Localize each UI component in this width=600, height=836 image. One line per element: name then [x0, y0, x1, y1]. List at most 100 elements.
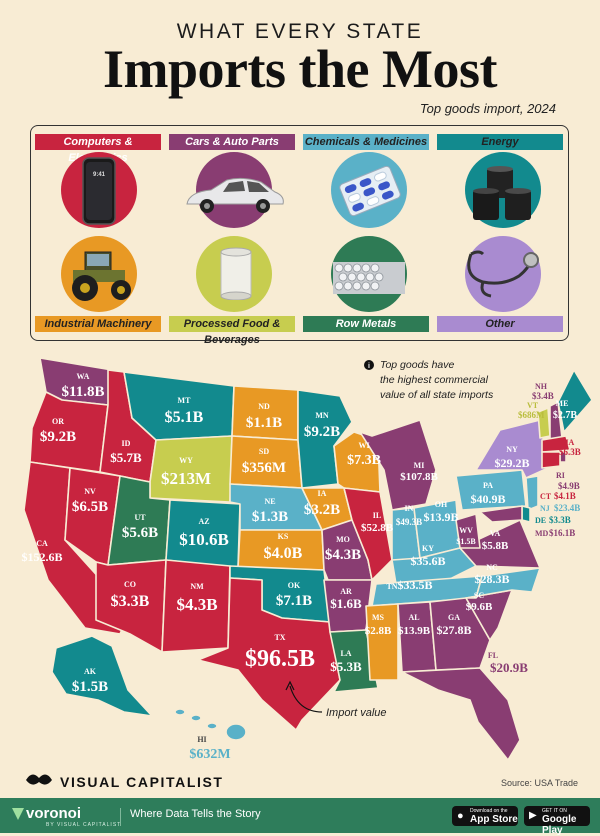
label-value-NY: $29.2B — [494, 456, 529, 470]
visual-capitalist-logo — [26, 774, 52, 785]
label-value-MN: $9.2B — [304, 424, 340, 440]
page-title: Imports the Most — [103, 39, 497, 99]
state-VA — [459, 519, 541, 569]
voronoi-logo-icon — [12, 808, 24, 820]
state-GA — [429, 597, 491, 671]
metal-pipes-icon — [333, 262, 405, 294]
label-value-VA: $5.8B — [482, 540, 509, 552]
state-MS — [365, 603, 399, 681]
label-value-NH: $3.4B — [532, 391, 554, 401]
apple-icon: ● — [457, 810, 464, 822]
label-value-PA: $40.9B — [470, 492, 505, 506]
label-code-SC: SC — [474, 591, 484, 600]
label-code-NV: NV — [84, 487, 96, 496]
label-value-KY: $35.6B — [410, 554, 445, 568]
label-value-AL: $13.9B — [398, 625, 431, 637]
brand-name: VISUAL CAPITALIST — [60, 774, 224, 790]
label-value-NJ: $23.4B — [554, 503, 580, 513]
label-code-CT: CT — [540, 492, 552, 501]
label-value-ND: $1.1B — [246, 415, 282, 431]
label-code-WY: WY — [179, 456, 193, 465]
tractor-icon — [72, 251, 131, 301]
label-code-NE: NE — [264, 497, 275, 506]
label-code-WV: WV — [459, 526, 473, 535]
state-TX — [197, 577, 341, 731]
label-code-ID: ID — [122, 439, 131, 448]
label-code-MA: MA — [561, 438, 575, 447]
label-code-MN: MN — [315, 411, 329, 420]
label-value-VT: $686M — [518, 410, 545, 420]
source-note: Source: USA Trade — [500, 778, 578, 788]
label-code-MS: MS — [372, 613, 385, 622]
state-MD — [479, 505, 523, 523]
state-FL — [401, 667, 521, 761]
label-code-IA: IA — [318, 489, 327, 498]
label-code-DE: DE — [535, 516, 546, 525]
label-value-WI: $7.3B — [347, 453, 381, 468]
label-code-HI: HI — [197, 735, 206, 744]
label-code-LA: LA — [340, 649, 351, 658]
legend-swatch-other — [465, 236, 541, 312]
state-AK — [51, 635, 153, 717]
app-store-button[interactable]: ● Download on the App Store — [452, 806, 518, 826]
label-value-NV: $6.5B — [72, 499, 108, 515]
label-code-MO: MO — [336, 535, 350, 544]
label-value-IN: $49.3B — [396, 517, 422, 527]
label-code-KY: KY — [422, 544, 434, 553]
state-NJ — [525, 475, 539, 511]
label-code-RI: RI — [556, 471, 565, 480]
subtitle: Top goods import, 2024 — [419, 101, 556, 116]
label-value-SD: $356M — [242, 460, 286, 476]
label-code-IL: IL — [373, 511, 381, 520]
label-code-OR: OR — [52, 417, 64, 426]
label-code-NY: NY — [506, 445, 518, 454]
label-value-SC: $9.6B — [466, 601, 493, 613]
oil-barrels-icon — [473, 166, 531, 220]
footer-divider — [120, 808, 121, 826]
import-value-annotation: Import value — [285, 680, 387, 719]
state-ME — [557, 369, 593, 433]
label-code-KS: KS — [278, 532, 289, 541]
label-value-UT: $5.6B — [122, 525, 158, 541]
label-code-AZ: CO — [124, 580, 136, 589]
legend-label-metals: Row Metals — [303, 316, 429, 332]
tagline: Where Data Tells the Story — [130, 808, 261, 820]
svg-text:i: i — [368, 363, 370, 370]
state-WV — [455, 513, 481, 549]
label-value-MI: $107.8B — [400, 471, 438, 483]
play-icon: ▶ — [529, 810, 537, 821]
label-value-MD: $16.1B — [549, 528, 575, 538]
label-value-RI: $4.9B — [558, 481, 580, 491]
label-code-ND: ND — [258, 402, 270, 411]
car-icon — [186, 177, 284, 213]
app-store-small: Download on the — [470, 808, 508, 814]
smartphone-icon: 9:41 — [82, 157, 116, 225]
legend-label-machinery: Industrial Machinery — [35, 316, 161, 332]
import-value-label: Import value — [326, 707, 387, 719]
state-IL — [343, 487, 393, 581]
state-LA — [329, 629, 379, 693]
label-code-OH: OH — [435, 500, 448, 509]
label-value-OR: $9.2B — [40, 429, 76, 445]
label-code-MT: MT — [178, 396, 192, 405]
label-value-WA: $11.8B — [62, 384, 105, 400]
label-value-CT: $4.1B — [554, 491, 576, 501]
state-CT — [541, 451, 561, 469]
label-code-VA: VA — [490, 529, 501, 538]
label-code-PA: PA — [483, 481, 493, 490]
label-value-MO: $4.3B — [325, 547, 361, 563]
label-code-ME: ME — [556, 399, 569, 408]
label-code-CO: AZ — [198, 517, 209, 526]
state-MA — [541, 435, 571, 453]
state-MI — [359, 419, 437, 511]
label-code-MI: MI — [414, 461, 425, 470]
label-value-TX: $96.5B — [245, 646, 315, 672]
label-code-GA: GA — [448, 613, 460, 622]
label-code-NM: NM — [190, 582, 204, 591]
label-code-NH: NH — [535, 382, 548, 391]
google-play-button[interactable]: ▶ GET IT ON Google Play — [524, 806, 590, 836]
voronoi-brand: voronoi — [26, 805, 81, 822]
label-code-UT: UT — [134, 513, 146, 522]
state-WY — [149, 435, 233, 503]
us-map: WA $11.8B OR $9.2B CA $152.6B NV $6.5B I… — [21, 357, 593, 762]
